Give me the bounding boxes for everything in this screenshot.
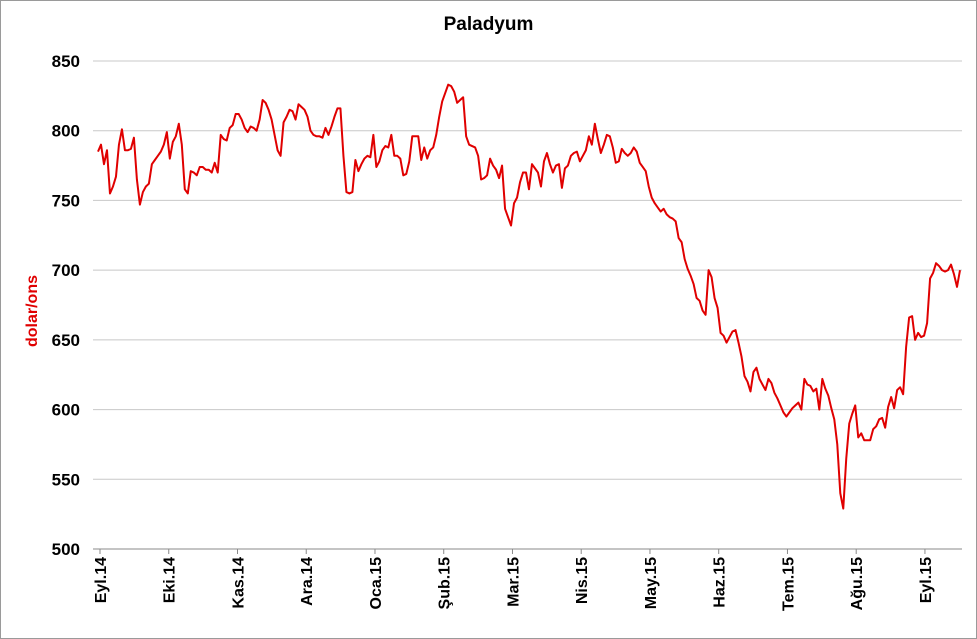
series-group: [97, 83, 961, 510]
x-tick-label: May.15: [643, 557, 660, 609]
x-tick-label: Haz.15: [712, 557, 729, 608]
y-tick-label: 850: [52, 52, 80, 71]
x-tick-label: Oca.15: [368, 557, 385, 610]
gridlines: [93, 60, 962, 550]
x-tick-label: Ara.14: [299, 557, 316, 606]
y-tick-label: 650: [52, 331, 80, 350]
y-tick-label: 500: [52, 540, 80, 559]
x-tick-label: Eyl.15: [918, 557, 935, 603]
chart-title: Paladyum: [443, 14, 534, 35]
x-tick-label: Mar.15: [505, 557, 522, 607]
y-tick-label: 800: [52, 122, 80, 141]
x-tick-label: Eyl.14: [93, 557, 110, 603]
y-tick-label: 550: [52, 470, 80, 489]
x-tick-label: Tem.15: [780, 557, 797, 611]
x-tick-label: Kas.14: [230, 557, 247, 609]
y-axis-ticks: 500 550 600 650 700 750 800 850: [52, 52, 80, 559]
series-line-0: [97, 83, 961, 510]
x-tick-label: Eki.14: [162, 557, 179, 603]
x-axis-ticks: Eyl.14 Eki.14 Kas.14 Ara.14 Oca.15 Şub.15 Mar.…: [93, 549, 935, 611]
y-tick-label: 700: [52, 261, 80, 280]
y-tick-label: 750: [52, 191, 80, 210]
x-tick-label: Ağu.15: [849, 557, 866, 610]
y-tick-label: 600: [52, 401, 80, 420]
x-tick-label: Nis.15: [574, 557, 591, 604]
x-tick-label: Şub.15: [437, 557, 454, 610]
